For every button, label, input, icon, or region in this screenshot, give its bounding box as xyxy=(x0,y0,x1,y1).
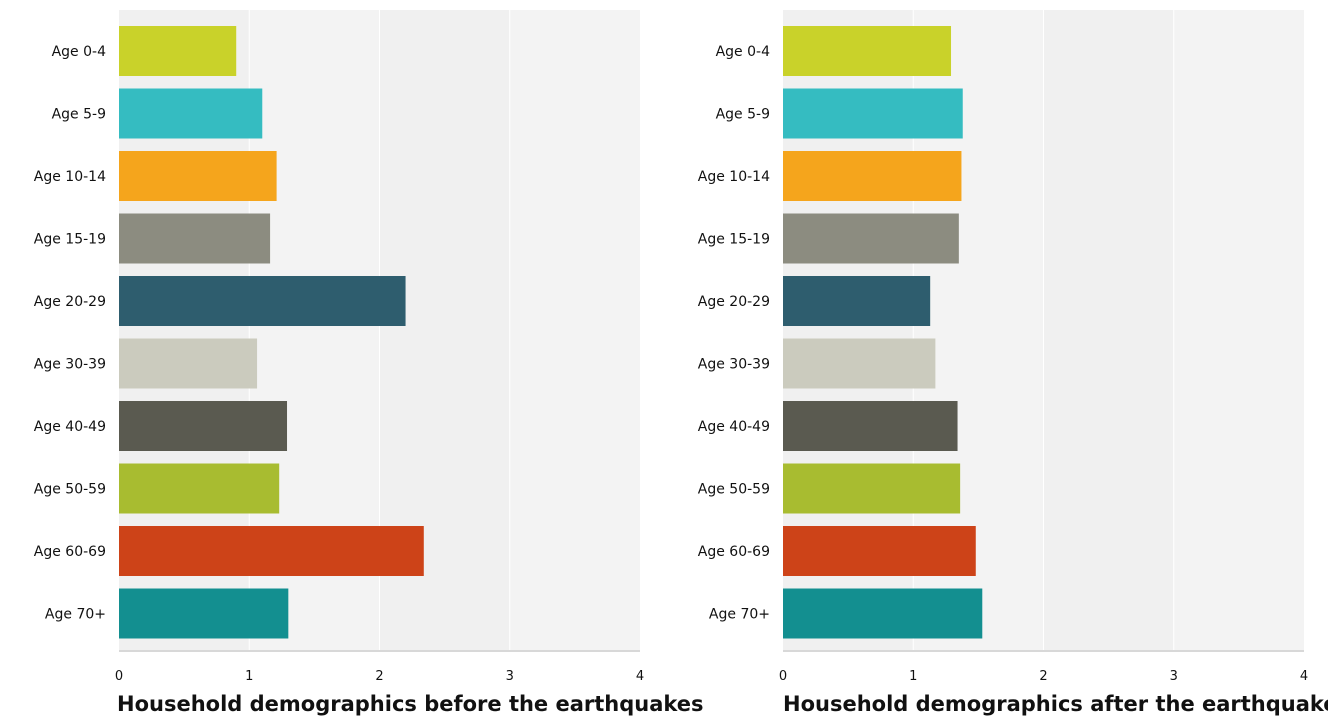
plot-band xyxy=(1173,10,1304,650)
chart-panel-2: Age 0-4 Age 5-9 Age 10-14 Age 15-19 Age 20-2… xyxy=(698,10,1328,716)
x-tick-label: 2 xyxy=(1039,669,1047,684)
category-label: Age 0-4 xyxy=(716,44,770,60)
bar xyxy=(783,401,958,451)
category-label: Age 20-29 xyxy=(698,294,770,310)
plot-band xyxy=(1043,10,1174,650)
bar xyxy=(783,276,931,326)
category-label: Age 60-69 xyxy=(34,544,106,560)
x-tick-label: 4 xyxy=(1300,669,1308,684)
bar xyxy=(783,26,952,76)
chart-title: Household demographics before the earthq… xyxy=(117,692,704,716)
category-label: Age 60-69 xyxy=(698,544,770,560)
x-tick-label: 4 xyxy=(636,669,644,684)
category-label: Age 15-19 xyxy=(34,232,106,248)
chart-title: Household demographics after the earthqu… xyxy=(783,692,1328,716)
category-label: Age 30-39 xyxy=(34,357,106,373)
bar xyxy=(119,88,263,139)
bar xyxy=(119,338,258,389)
category-label: Age 40-49 xyxy=(34,419,106,435)
bar xyxy=(783,151,962,201)
category-label: Age 40-49 xyxy=(698,419,770,435)
bar xyxy=(783,88,963,139)
category-label: Age 30-39 xyxy=(698,357,770,373)
category-label: Age 50-59 xyxy=(34,482,106,498)
category-label: Age 20-29 xyxy=(34,294,106,310)
category-label: Age 5-9 xyxy=(716,107,770,123)
category-label: Age 70+ xyxy=(709,607,770,623)
x-tick-label: 0 xyxy=(779,669,787,684)
x-tick-label: 1 xyxy=(245,669,253,684)
bar xyxy=(119,588,289,639)
bar xyxy=(783,338,936,389)
bar xyxy=(119,276,406,326)
bar xyxy=(119,401,288,451)
bar xyxy=(119,213,271,264)
category-label: Age 0-4 xyxy=(52,44,106,60)
x-tick-label: 0 xyxy=(115,669,123,684)
category-label: Age 5-9 xyxy=(52,107,106,123)
category-label: Age 10-14 xyxy=(34,169,106,185)
category-label: Age 15-19 xyxy=(698,232,770,248)
category-label: Age 10-14 xyxy=(698,169,770,185)
x-tick-label: 3 xyxy=(506,669,514,684)
chart-panel-1: Age 0-4 Age 5-9 Age 10-14 Age 15-19 Age 20-2… xyxy=(34,10,704,716)
bar xyxy=(119,463,280,514)
bar xyxy=(783,588,983,639)
bar xyxy=(119,151,277,201)
x-tick-label: 3 xyxy=(1170,669,1178,684)
bar xyxy=(119,26,237,76)
plot-band xyxy=(509,10,640,650)
bar xyxy=(783,526,976,576)
bar xyxy=(783,213,959,264)
bar xyxy=(119,526,424,576)
x-tick-label: 1 xyxy=(909,669,917,684)
bar xyxy=(783,463,961,514)
category-label: Age 70+ xyxy=(45,607,106,623)
category-label: Age 50-59 xyxy=(698,482,770,498)
x-tick-label: 2 xyxy=(375,669,383,684)
